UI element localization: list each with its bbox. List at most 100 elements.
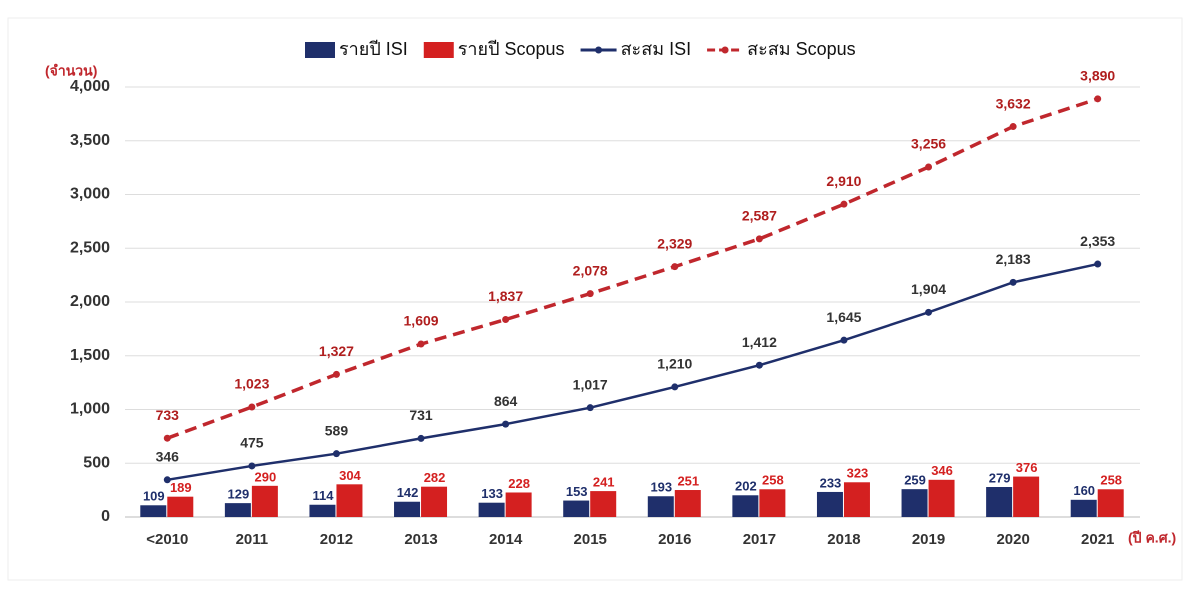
line-point xyxy=(502,316,510,324)
line-point xyxy=(248,403,256,411)
line-value-label: 864 xyxy=(494,393,518,409)
bar xyxy=(1070,499,1097,517)
x-tick-label: 2017 xyxy=(743,531,776,548)
line-value-label: 1,023 xyxy=(234,376,269,392)
bar-value-label: 153 xyxy=(566,484,588,499)
x-tick-label: 2020 xyxy=(996,531,1029,548)
line-value-label: 2,353 xyxy=(1080,233,1115,249)
bar-value-label: 259 xyxy=(904,473,926,488)
bar xyxy=(167,496,194,517)
line-point xyxy=(671,263,679,271)
bar xyxy=(732,495,759,517)
x-tick-label: 2021 xyxy=(1081,531,1114,548)
line-value-label: 1,609 xyxy=(404,313,439,329)
bar-value-label: 258 xyxy=(1100,473,1122,488)
bar xyxy=(590,491,617,517)
line-point xyxy=(925,163,933,171)
line-value-label: 2,183 xyxy=(996,251,1031,267)
line xyxy=(166,97,1099,440)
bar-value-label: 133 xyxy=(481,486,503,501)
line-point xyxy=(163,434,171,442)
line-point xyxy=(840,336,848,344)
bar-value-label: 233 xyxy=(820,475,842,490)
line-point xyxy=(332,370,340,378)
line-point xyxy=(417,434,425,442)
legend-swatch xyxy=(423,42,454,58)
bar xyxy=(647,496,674,517)
bar-value-label: 279 xyxy=(989,470,1011,485)
bar-value-label: 189 xyxy=(170,480,192,495)
bar-value-label: 304 xyxy=(339,468,361,483)
bar xyxy=(478,502,505,517)
line-value-label: 733 xyxy=(156,407,180,423)
bar xyxy=(1013,476,1040,517)
bar-value-label: 323 xyxy=(847,466,869,481)
x-tick-label: 2014 xyxy=(489,531,523,548)
bar-value-label: 346 xyxy=(931,463,953,478)
bar-value-label: 251 xyxy=(677,473,699,488)
line-point xyxy=(586,404,594,412)
line-value-label: 1,837 xyxy=(488,288,523,304)
y-tick-label: 1,000 xyxy=(70,401,110,418)
bar xyxy=(421,486,448,517)
y-tick-label: 3,000 xyxy=(70,186,110,203)
x-tick-label: 2013 xyxy=(404,531,437,548)
line-value-label: 589 xyxy=(325,422,349,438)
line-value-label: 3,890 xyxy=(1080,68,1115,84)
legend-label: สะสม ISI xyxy=(621,39,692,59)
line-value-label: 1,017 xyxy=(573,376,608,392)
bar-value-label: 258 xyxy=(762,473,784,488)
line-point xyxy=(1094,95,1102,103)
line-point xyxy=(840,200,848,208)
line-point xyxy=(925,308,933,316)
legend-swatch xyxy=(595,46,603,54)
line-value-label: 1,412 xyxy=(742,334,777,350)
bar-value-label: 193 xyxy=(650,480,672,495)
bar-value-label: 202 xyxy=(735,479,757,494)
y-tick-label: 3,500 xyxy=(70,132,110,149)
line-point xyxy=(671,383,679,391)
line-point xyxy=(1094,260,1102,268)
bar xyxy=(816,491,843,517)
bar xyxy=(251,485,278,517)
bar xyxy=(986,487,1013,517)
bar-value-label: 282 xyxy=(424,470,446,485)
line-point xyxy=(417,340,425,348)
line-value-label: 1,210 xyxy=(657,356,692,372)
line-value-label: 2,587 xyxy=(742,208,777,224)
bar xyxy=(674,490,701,517)
bar-value-label: 241 xyxy=(593,475,615,490)
bar xyxy=(759,489,786,517)
bar-value-label: 142 xyxy=(397,485,419,500)
bar xyxy=(140,505,167,517)
x-tick-label: 2015 xyxy=(574,531,607,548)
x-tick-label: 2018 xyxy=(827,531,860,548)
line xyxy=(167,262,1098,482)
bar-value-label: 376 xyxy=(1016,460,1038,475)
legend-label: รายปี Scopus xyxy=(458,39,565,59)
x-axis-label: (ปี ค.ศ.) xyxy=(1128,530,1176,546)
bar xyxy=(928,479,955,517)
line-point xyxy=(755,235,763,243)
line-point xyxy=(332,450,340,458)
y-tick-label: 2,500 xyxy=(70,239,110,256)
line-value-label: 1,327 xyxy=(319,343,354,359)
y-tick-label: 2,000 xyxy=(70,293,110,310)
bar xyxy=(336,484,363,517)
line-value-label: 475 xyxy=(240,435,264,451)
line-point xyxy=(755,361,763,369)
x-tick-label: <2010 xyxy=(146,531,188,548)
bar-value-label: 290 xyxy=(255,469,277,484)
x-tick-label: 2011 xyxy=(236,531,269,548)
bar xyxy=(394,501,421,517)
line-value-label: 731 xyxy=(409,407,433,423)
bar-value-label: 129 xyxy=(228,487,250,502)
line-value-label: 1,904 xyxy=(911,281,946,297)
x-tick-label: 2016 xyxy=(658,531,691,548)
bar xyxy=(505,492,532,517)
line-value-label: 346 xyxy=(156,449,180,465)
line-value-label: 3,256 xyxy=(911,136,946,152)
line-point xyxy=(248,462,256,470)
